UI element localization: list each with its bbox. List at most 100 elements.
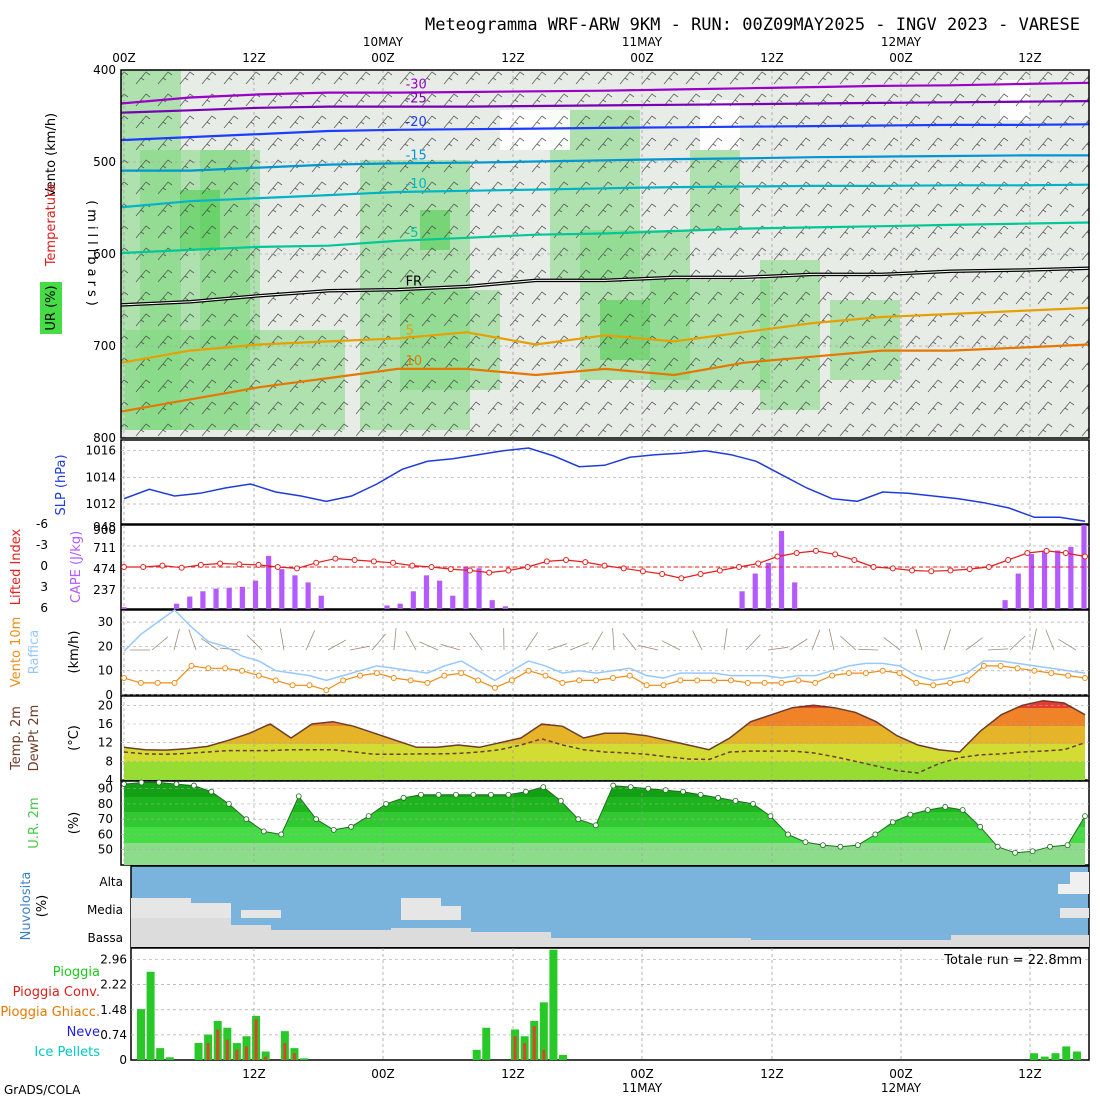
wind-point: [761, 679, 768, 686]
rh-point: [785, 831, 791, 838]
li-point: [812, 547, 819, 554]
wind-point: [694, 677, 701, 684]
precip-legend-label: Pioggia Ghiacc.: [0, 1005, 100, 1020]
wind-point: [845, 670, 852, 677]
wind-arrow: [1058, 638, 1077, 651]
bottom-time-axis: 12Z 00Z 12Z 00Z 12Z 00Z 12Z 11MAY 12MAY: [242, 1067, 1042, 1095]
li-point: [390, 559, 397, 566]
wind-10m-axis-label: Vento 10m: [9, 617, 24, 688]
rh-point: [872, 831, 879, 838]
cape-bar: [239, 586, 245, 609]
conv-rain-bar: [292, 1053, 296, 1060]
humidity-line: [123, 782, 1086, 854]
wind-arrow: [371, 633, 386, 651]
wind-point: [660, 682, 667, 689]
temperature-gridlines: [121, 696, 1089, 781]
rh-point: [627, 784, 634, 791]
rain-bar: [156, 1048, 165, 1060]
rh-point: [295, 793, 302, 800]
wind-gridlines: [121, 610, 1089, 696]
rh-point: [557, 797, 564, 804]
li-tick-label: 3: [40, 580, 48, 594]
temp-tick-label: 8: [105, 754, 113, 768]
li-point: [832, 551, 839, 558]
rh-point: [889, 819, 896, 826]
slp-series-line: [123, 447, 1086, 523]
mid-cloud-block: [401, 898, 441, 920]
precip-gridlines: [131, 948, 1089, 1060]
wind-arrow: [1031, 628, 1037, 651]
slp-frame: [120, 439, 1090, 525]
wind-arrow: [828, 628, 835, 651]
wind-point: [947, 679, 954, 686]
rain-bar: [300, 1058, 309, 1060]
cape-bar: [187, 596, 193, 609]
wind-point: [711, 677, 718, 684]
wind-arrow: [188, 629, 197, 651]
wind-point: [508, 677, 515, 684]
isotherm-line: [120, 123, 1090, 142]
cape-bar: [792, 582, 798, 609]
cape-bar: [279, 569, 285, 609]
rain-bar: [261, 1051, 270, 1060]
bottom-time-label: 00Z: [889, 1067, 913, 1081]
wind-arrow: [915, 628, 923, 651]
li-point: [851, 557, 858, 563]
dewpoint-axis-label: DewPt 2m: [27, 705, 42, 772]
band-8-12: [124, 744, 1085, 762]
li-point: [736, 564, 743, 570]
gust-axis-label: Raffica: [27, 630, 42, 674]
wind-point: [913, 679, 920, 686]
rh-tick-label: 50: [98, 843, 113, 857]
wind-point: [677, 677, 684, 684]
isotherm-line: [120, 183, 1090, 209]
rh-point: [715, 794, 721, 801]
gust-series-line: [123, 609, 1086, 682]
wind-arrow: [419, 641, 439, 651]
wind-arrow: [622, 633, 637, 651]
rh-point: [802, 839, 809, 845]
rh-point: [592, 822, 599, 829]
slp-panel: 1012 1014 1016 SLP (hPa): [54, 439, 1090, 525]
slp-ticks: 1012 1014 1016: [85, 444, 116, 511]
li-point: [370, 558, 377, 565]
wind-point: [390, 675, 397, 681]
conv-rain-bar: [245, 1046, 248, 1060]
wind-point: [559, 679, 566, 686]
rh-point: [645, 785, 652, 792]
top-time-axis: 00Z 12Z 00Z 12Z 00Z 12Z 00Z 12Z 10MAY 11MAY 12MAY: [112, 35, 1042, 65]
wind-tick-label: 30: [98, 615, 113, 629]
cape-bar: [1055, 550, 1061, 609]
cape-bar: [121, 607, 127, 609]
mid-cloud-block: [191, 903, 231, 918]
rh-point: [680, 788, 687, 795]
cape-bar: [384, 605, 390, 609]
top-date-label: 12MAY: [881, 35, 922, 49]
rh-point: [208, 788, 215, 795]
rh-point: [330, 826, 337, 833]
rh-point: [365, 813, 372, 820]
rain-bar: [482, 1027, 491, 1060]
temperature-unit-label: (°C): [67, 725, 82, 751]
li-point: [563, 557, 570, 563]
rh-point: [1064, 842, 1071, 849]
pressure-tick-label: 800: [93, 431, 116, 445]
li-point: [543, 558, 550, 565]
upper-air-frame: [120, 69, 1090, 439]
li-point: [1043, 547, 1050, 554]
cape-tick-label: 474: [93, 562, 116, 576]
wind-arrow: [1045, 629, 1055, 651]
wind-point: [1031, 667, 1038, 674]
rh-point: [994, 843, 1001, 850]
wind-arrow: [987, 648, 1008, 651]
precip-ticks: 0 0.74 1.48 2.22 2.96: [100, 953, 127, 1067]
li-point: [140, 564, 147, 570]
li-point: [447, 566, 454, 573]
li-point: [505, 567, 512, 574]
rain-bar: [549, 949, 558, 1060]
cape-tick-label: 237: [93, 583, 116, 597]
wind-point: [255, 672, 262, 679]
low-cloud-block: [231, 925, 271, 947]
wind-point: [373, 670, 380, 677]
